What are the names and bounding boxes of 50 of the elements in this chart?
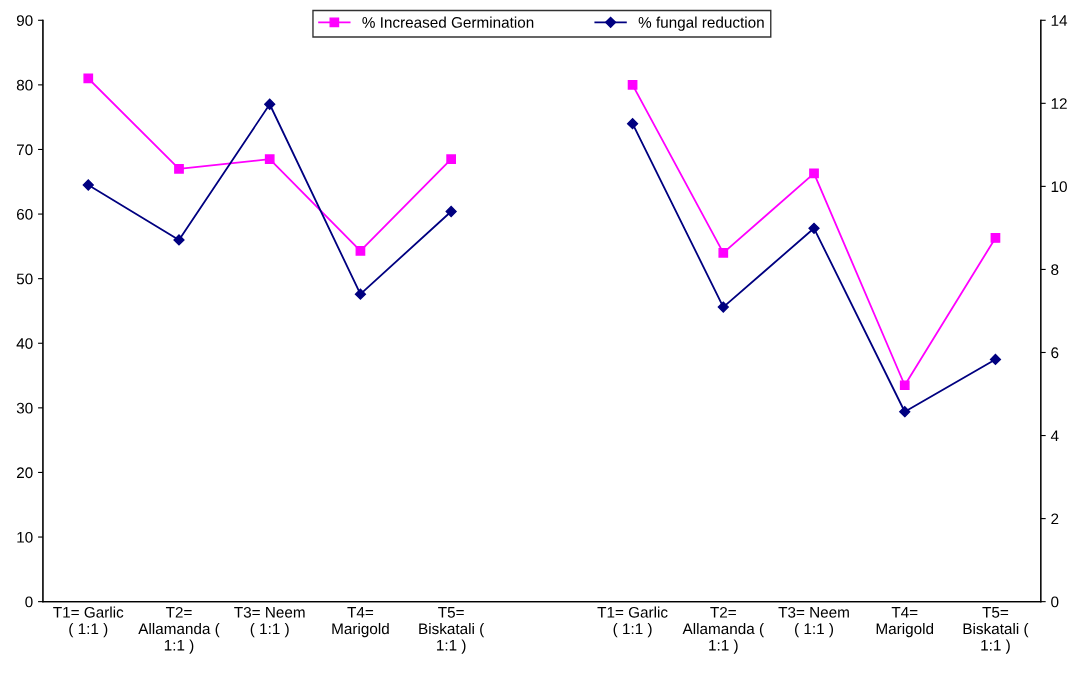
- x-tick-label: T2= Allamanda ( 1:1 ): [682, 606, 764, 654]
- point: [445, 205, 457, 218]
- y2-tick-label: 12: [1051, 98, 1067, 109]
- x-tick-label: T2= Allamanda ( 1:1 ): [138, 606, 220, 654]
- y-tick-label: 90: [16, 15, 33, 26]
- point: [718, 247, 729, 258]
- y2-tick-label: 10: [1051, 181, 1067, 193]
- point: [717, 301, 729, 313]
- x-tick-label: T4= Marigold: [876, 607, 934, 638]
- x-tick-label: T5= Biskatali ( 1:1 ): [963, 607, 1029, 654]
- y2-tick-label: 0: [1051, 596, 1059, 608]
- x-tick-label: T4= Marigold: [332, 607, 389, 638]
- point: [899, 406, 911, 418]
- y-tick-label: 60: [16, 208, 33, 220]
- point: [808, 222, 820, 234]
- point: [446, 154, 457, 165]
- point: [809, 168, 819, 179]
- y-tick-label: 0: [25, 596, 33, 608]
- point: [990, 233, 1001, 243]
- point: [173, 234, 185, 246]
- point: [627, 80, 638, 90]
- point: [83, 73, 94, 84]
- point: [354, 288, 367, 300]
- y-tick-label: 70: [16, 144, 33, 156]
- point: [355, 246, 366, 256]
- x-tick-label: T5= Biskatali ( 1:1 ): [419, 607, 485, 654]
- point: [626, 118, 639, 130]
- point: [264, 98, 276, 110]
- y2-tick-label: 2: [1051, 513, 1059, 525]
- x-tick-label: T3= Neem ( 1:1 ): [778, 606, 849, 638]
- legend-label: % Increased Germination: [362, 16, 534, 28]
- y2-tick-label: 4: [1050, 430, 1059, 442]
- y2-tick-label: 6: [1051, 347, 1059, 359]
- x-tick-label: T1= Garlic ( 1:1 ): [597, 606, 668, 638]
- y-tick-label: 20: [16, 467, 33, 479]
- y-tick-label: 30: [16, 402, 33, 414]
- point: [899, 380, 910, 391]
- y-tick-label: 40: [16, 338, 33, 349]
- x-tick-label: T1= Garlic ( 1:1 ): [53, 606, 124, 638]
- x-tick-label: T3= Neem ( 1:1 ): [234, 606, 305, 638]
- y-tick-label: 80: [16, 79, 33, 91]
- y2-tick-label: 8: [1051, 264, 1059, 276]
- y-tick-label: 50: [16, 273, 33, 285]
- point: [82, 179, 94, 191]
- point: [264, 154, 275, 165]
- point: [989, 353, 1002, 366]
- y2-tick-label: 14: [1051, 15, 1068, 26]
- y-tick-label: 10: [17, 531, 33, 543]
- legend-label: % fungal reduction: [638, 16, 764, 31]
- point: [174, 163, 184, 174]
